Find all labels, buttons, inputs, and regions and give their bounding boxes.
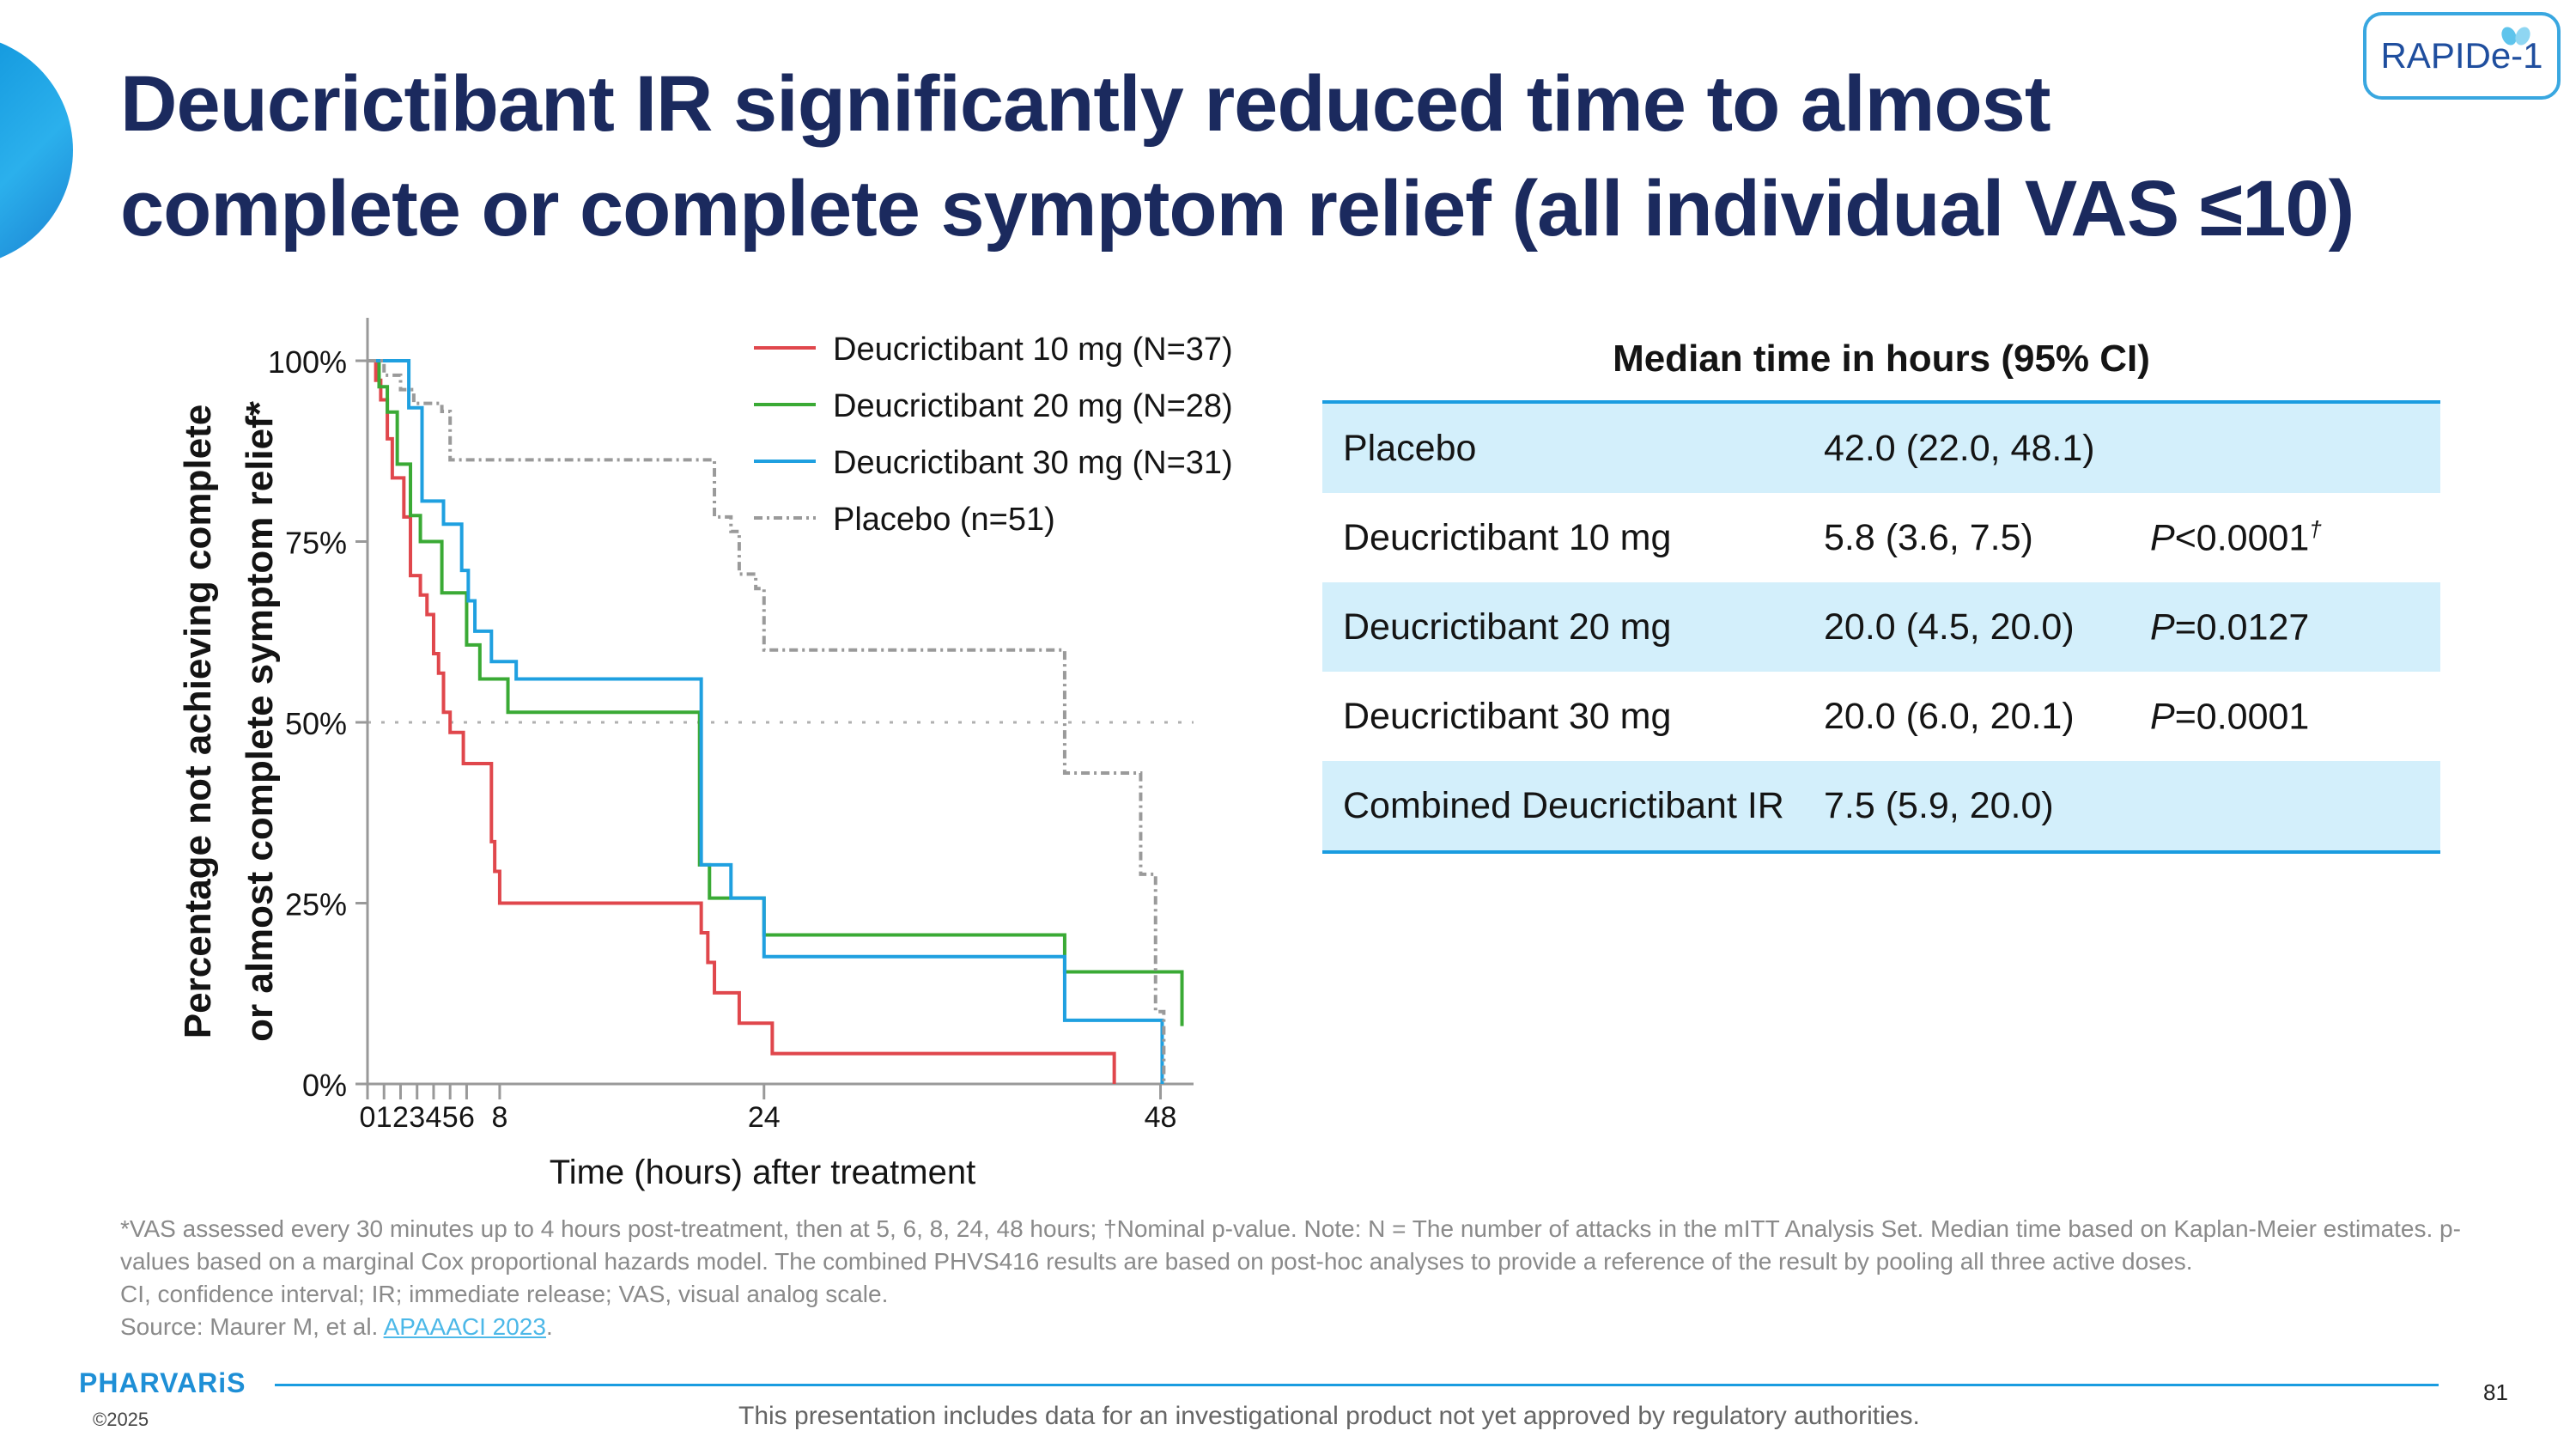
- p-prefix: P: [2150, 696, 2175, 738]
- y-tick-label: 100%: [268, 344, 347, 380]
- table-row: Deucrictibant 10 mg 5.8 (3.6, 7.5) P<0.000…: [1322, 493, 2440, 582]
- y-axis-title-line: Percentage not achieving complete: [177, 405, 219, 1038]
- company-logo: PHARVARiS: [79, 1367, 246, 1398]
- row-median: 42.0 (22.0, 48.1): [1824, 427, 2095, 469]
- row-group: Deucrictibant 30 mg: [1343, 695, 1672, 737]
- disclaimer: This presentation includes data for an i…: [738, 1402, 1920, 1430]
- legend-label: Deucrictibant 30 mg (N=31): [833, 445, 1233, 481]
- x-tick-label: 3: [409, 1101, 425, 1134]
- x-tick-label: 1: [376, 1101, 392, 1134]
- x-tick-label: 2: [392, 1101, 409, 1134]
- x-tick-label: 0: [360, 1101, 376, 1134]
- table-header: Median time in hours (95% CI): [1322, 318, 2440, 404]
- source-line: Source: Maurer M, et al. APAAACI 2023.: [120, 1311, 2473, 1343]
- table-row: Combined Deucrictibant IR 7.5 (5.9, 20.0): [1322, 761, 2440, 854]
- chart-labels: 0% 25% 50% 75% 100% 0 1 2 3 4 5 6 8 24 48 Time (hours) …: [177, 344, 1176, 1191]
- page-number: 81: [2483, 1379, 2508, 1405]
- row-group: Deucrictibant 20 mg: [1343, 606, 1672, 648]
- footnote-2: CI, confidence interval; IR; immediate r…: [120, 1281, 889, 1307]
- droplet-icon: [2501, 27, 2530, 46]
- p-footnote-mark: †: [2309, 515, 2322, 542]
- chart-axes: [355, 318, 1194, 1099]
- p-prefix: P: [2150, 517, 2175, 559]
- table-body: Placebo 42.0 (22.0, 48.1) Deucrictibant 10…: [1322, 404, 2440, 854]
- x-tick-label: 8: [491, 1101, 507, 1134]
- source-suffix: .: [545, 1313, 553, 1340]
- x-tick-label: 4: [425, 1101, 441, 1134]
- row-p-value: P<0.0001†: [2150, 516, 2440, 559]
- row-median: 20.0 (4.5, 20.0): [1824, 606, 2075, 648]
- brand-badge: RAPIDe-1: [2363, 12, 2561, 100]
- row-p-value: P=0.0001: [2150, 695, 2440, 738]
- y-tick-label: 50%: [285, 706, 347, 741]
- table-row: Placebo 42.0 (22.0, 48.1): [1322, 404, 2440, 493]
- table-row: Deucrictibant 30 mg 20.0 (6.0, 20.1) P=0.0…: [1322, 672, 2440, 761]
- y-tick-label: 25%: [285, 887, 347, 922]
- source-prefix: Source: Maurer M, et al.: [120, 1313, 384, 1340]
- row-group: Combined Deucrictibant IR: [1343, 784, 1784, 826]
- series-line: [368, 359, 1166, 1084]
- legend-label: Deucrictibant 10 mg (N=37): [833, 332, 1233, 368]
- row-group: Placebo: [1343, 427, 1477, 469]
- footnotes: *VAS assessed every 30 minutes up to 4 h…: [120, 1213, 2473, 1343]
- legend-label: Placebo (n=51): [833, 502, 1055, 538]
- badge-label: RAPIDe-1: [2380, 35, 2543, 76]
- p-value: =0.0127: [2174, 606, 2310, 648]
- row-median: 7.5 (5.9, 20.0): [1824, 784, 2054, 826]
- row-group: Deucrictibant 10 mg: [1343, 516, 1672, 558]
- copyright: ©2025: [93, 1409, 149, 1430]
- row-median: 5.8 (3.6, 7.5): [1824, 516, 2033, 558]
- x-tick-label: 5: [442, 1101, 459, 1134]
- series-line: [368, 359, 1184, 1026]
- legend-label: Deucrictibant 20 mg (N=28): [833, 388, 1233, 424]
- row-p-value: P=0.0127: [2150, 606, 2440, 648]
- chart-legend: Deucrictibant 10 mg (N=37) Deucrictibant …: [754, 332, 1233, 538]
- x-axis-title: Time (hours) after treatment: [550, 1154, 975, 1191]
- series-line: [368, 359, 1164, 1084]
- x-tick-label: 24: [748, 1101, 781, 1134]
- slide-title: Deucrictibant IR significantly reduced t…: [120, 60, 2354, 253]
- km-chart: 0% 25% 50% 75% 100% 0 1 2 3 4 5 6 8 24 48 Time (hours) …: [177, 318, 1233, 1191]
- y-tick-label: 75%: [285, 526, 347, 561]
- p-value: <0.0001: [2174, 517, 2310, 559]
- source-link[interactable]: APAAACI 2023: [383, 1313, 546, 1340]
- y-axis-title-line: or almost complete symptom relief*: [239, 400, 281, 1042]
- chart-series: [368, 359, 1184, 1084]
- x-tick-label: 48: [1145, 1101, 1177, 1134]
- table-row: Deucrictibant 20 mg 20.0 (4.5, 20.0) P=0.0…: [1322, 582, 2440, 672]
- x-tick-label: 6: [459, 1101, 475, 1134]
- series-line: [368, 359, 1116, 1084]
- p-value: =0.0001: [2174, 696, 2310, 738]
- p-prefix: P: [2150, 606, 2175, 648]
- y-tick-label: 0%: [302, 1068, 347, 1103]
- y-axis-title: Percentage not achieving complete or almo…: [177, 400, 281, 1042]
- row-median: 20.0 (6.0, 20.1): [1824, 695, 2075, 737]
- footnote-1: *VAS assessed every 30 minutes up to 4 h…: [120, 1215, 2461, 1275]
- footer-divider: [275, 1384, 2439, 1386]
- median-time-table: Median time in hours (95% CI) Placebo 42.…: [1322, 318, 2440, 854]
